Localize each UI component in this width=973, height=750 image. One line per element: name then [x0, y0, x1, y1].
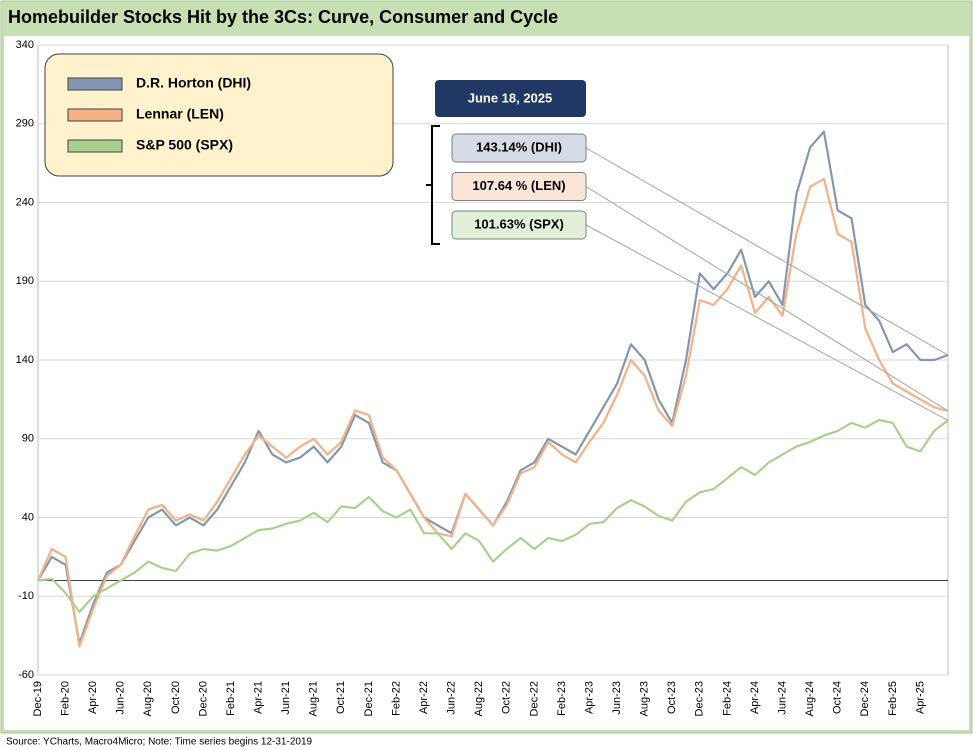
x-tick-label: Feb-21 — [225, 681, 237, 716]
series-line — [37, 418, 949, 614]
annotation-label: 101.63% (SPX) — [474, 216, 564, 231]
x-tick-label: Dec-22 — [528, 681, 540, 716]
x-tick-label: Dec-23 — [694, 681, 706, 716]
x-tick-label: Jun-20 — [115, 681, 127, 715]
x-tick-label: Apr-21 — [253, 681, 265, 714]
x-tick-label: Aug-20 — [142, 681, 154, 716]
legend — [44, 53, 394, 177]
x-tick-label: Oct-24 — [832, 681, 844, 714]
x-tick-label: Oct-20 — [170, 681, 182, 714]
legend-swatch — [67, 77, 123, 91]
x-tick-label: Apr-23 — [583, 681, 595, 714]
x-tick-label: Jun-23 — [611, 681, 623, 715]
leader-line — [585, 186, 949, 412]
x-tick-label: Aug-22 — [473, 681, 485, 716]
chart-title: Homebuilder Stocks Hit by the 3Cs: Curve… — [8, 7, 558, 27]
x-tick-label: Aug-21 — [308, 681, 320, 716]
x-tick-label: Dec-24 — [859, 681, 871, 716]
series-line — [36, 177, 949, 648]
date-box — [435, 80, 586, 117]
annotation-label: 107.64 % (LEN) — [472, 178, 565, 193]
x-tick-label: Aug-24 — [804, 681, 816, 716]
x-tick-label: Feb-25 — [887, 681, 899, 716]
x-tick-label: Dec-20 — [197, 681, 209, 716]
legend-label: S&P 500 (SPX) — [136, 137, 233, 153]
legend-label: D.R. Horton (DHI) — [136, 75, 251, 91]
lines-layer — [36, 130, 949, 648]
y-tick-label: 290 — [16, 118, 34, 130]
annotation-box — [451, 210, 587, 240]
source-note: Source: YCharts, Macro4Micro; Note: Time… — [6, 737, 313, 748]
x-tick-label: Aug-23 — [639, 681, 651, 716]
x-tick-label: Oct-22 — [501, 681, 513, 714]
y-tick-label: 140 — [16, 354, 34, 366]
x-tick-label: Dec-19 — [32, 681, 44, 716]
annotation-box — [451, 133, 587, 163]
leader-line — [585, 147, 949, 356]
y-tick-label: -60 — [18, 669, 34, 681]
x-tick-label: Apr-24 — [749, 681, 761, 714]
y-tick-label: 340 — [16, 39, 34, 51]
y-tick-label: 190 — [16, 275, 34, 287]
y-tick-label: 40 — [22, 511, 34, 523]
x-tick-label: Feb-23 — [556, 681, 568, 716]
x-tick-label: Oct-21 — [335, 681, 347, 714]
x-tick-label: Apr-22 — [418, 681, 430, 714]
x-tick-label: Apr-25 — [914, 681, 926, 714]
legend-label: Lennar (LEN) — [136, 106, 224, 122]
annotation-box — [451, 172, 587, 201]
x-tick-label: Apr-20 — [87, 681, 99, 714]
leader-line — [585, 224, 949, 421]
annotation-label: 143.14% (DHI) — [476, 139, 562, 154]
x-tick-label: Jun-21 — [280, 681, 292, 715]
y-tick-label: 90 — [22, 433, 34, 445]
x-tick-label: Dec-21 — [363, 681, 375, 716]
x-tick-label: Feb-20 — [59, 681, 71, 716]
y-tick-label: 240 — [16, 196, 34, 208]
x-tick-label: Feb-22 — [390, 681, 402, 716]
y-tick-label: -10 — [18, 590, 34, 602]
x-tick-label: Jun-24 — [776, 681, 788, 715]
bracket — [426, 125, 440, 245]
x-tick-label: Oct-23 — [666, 681, 678, 714]
date-label: June 18, 2025 — [468, 90, 553, 105]
x-tick-label: Jun-22 — [446, 681, 458, 715]
legend-swatch — [67, 108, 123, 122]
x-tick-label: Feb-24 — [721, 681, 733, 716]
legend-swatch — [67, 139, 123, 153]
